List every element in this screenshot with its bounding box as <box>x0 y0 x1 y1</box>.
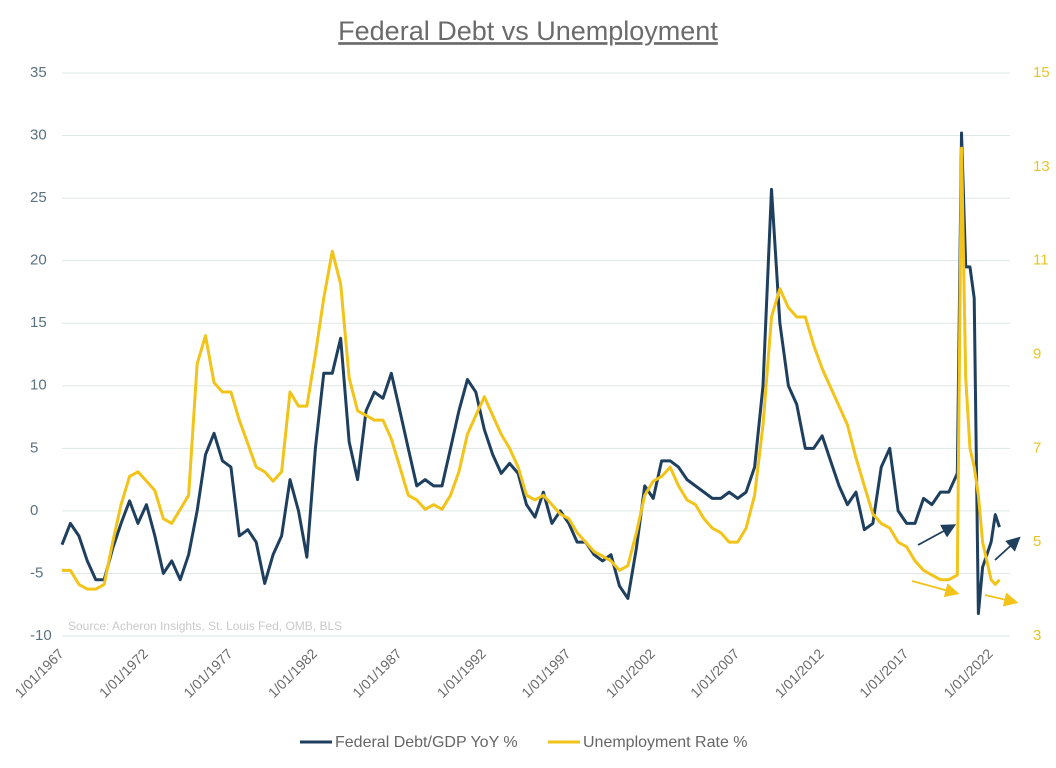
x-tick-label: 1/01/2022 <box>940 645 996 701</box>
y2-tick-label: 5 <box>1033 533 1041 550</box>
y-tick-label: 20 <box>30 252 47 269</box>
arrow <box>994 536 1021 561</box>
y-tick-label: 15 <box>30 314 47 331</box>
y-tick-label: -5 <box>30 564 43 581</box>
x-tick-label: 1/01/2017 <box>856 645 912 701</box>
arrow <box>911 580 960 598</box>
source-note: Source: Acheron Insights, St. Louis Fed,… <box>68 619 342 633</box>
y2-tick-label: 11 <box>1033 252 1049 269</box>
y-tick-label: 35 <box>30 64 47 81</box>
arrow <box>984 592 1019 607</box>
x-tick-label: 1/01/2012 <box>772 645 828 701</box>
grid <box>62 72 1010 637</box>
legend-label: Federal Debt/GDP YoY % <box>335 734 518 751</box>
y-tick-label: 30 <box>30 127 47 144</box>
y2-tick-label: 15 <box>1033 64 1050 81</box>
x-tick-label: 1/01/2007 <box>687 645 743 701</box>
x-tick-label: 1/01/1992 <box>434 645 490 701</box>
y-tick-label: 0 <box>30 502 38 519</box>
y2-tick-label: 3 <box>1033 627 1041 644</box>
y-tick-label: -10 <box>30 627 52 644</box>
y-tick-label: 5 <box>30 439 38 456</box>
y2-tick-label: 7 <box>1033 439 1041 456</box>
y-tick-label: 25 <box>30 189 47 206</box>
series-line <box>60 131 1001 615</box>
series-line <box>62 146 1001 591</box>
x-tick-label: 1/01/1977 <box>180 645 236 701</box>
y2-tick-label: 13 <box>1033 158 1050 175</box>
x-tick-label: 1/01/2002 <box>603 645 659 701</box>
x-tick-label: 1/01/1997 <box>518 645 574 701</box>
x-tick-label: 1/01/1972 <box>96 645 152 701</box>
x-tick-label: 1/01/1987 <box>349 645 405 701</box>
x-tick-label: 1/01/1967 <box>11 645 67 701</box>
chart-title: Federal Debt vs Unemployment <box>338 16 718 46</box>
y2-tick-label: 9 <box>1033 345 1041 362</box>
legend-label: Unemployment Rate % <box>583 734 748 751</box>
x-tick-label: 1/01/1982 <box>265 645 321 701</box>
arrow <box>917 524 957 546</box>
y-tick-label: 10 <box>30 377 47 394</box>
